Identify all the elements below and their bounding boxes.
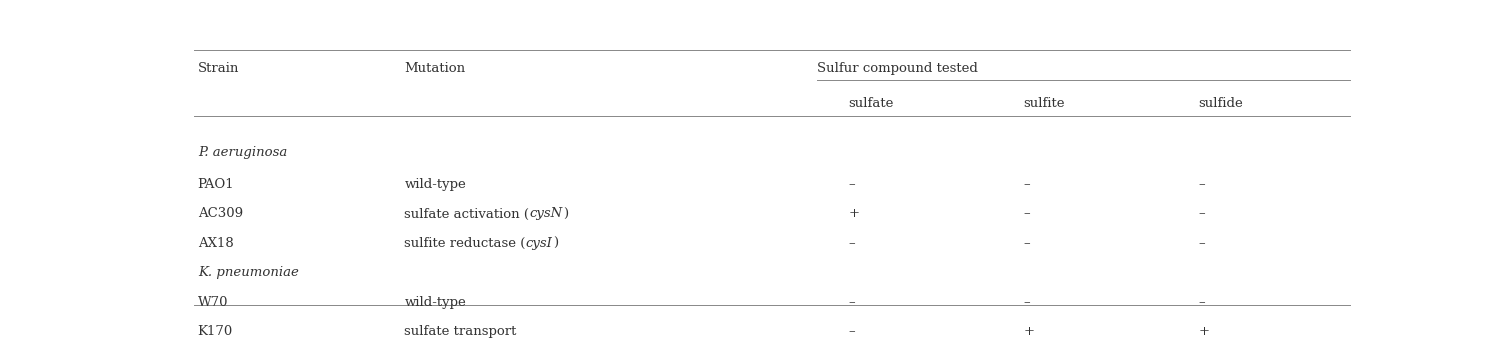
Text: +: + bbox=[1023, 325, 1034, 338]
Text: AX18: AX18 bbox=[197, 237, 234, 250]
Text: –: – bbox=[1023, 237, 1031, 250]
Text: –: – bbox=[1023, 178, 1031, 191]
Text: P. aeruginosa: P. aeruginosa bbox=[197, 146, 286, 159]
Text: sulfite reductase (: sulfite reductase ( bbox=[404, 237, 526, 250]
Text: W70: W70 bbox=[197, 296, 228, 308]
Text: wild-type: wild-type bbox=[404, 296, 466, 308]
Text: cysN: cysN bbox=[529, 208, 562, 220]
Text: –: – bbox=[848, 237, 854, 250]
Text: +: + bbox=[848, 208, 859, 220]
Text: –: – bbox=[1023, 208, 1031, 220]
Text: +: + bbox=[1198, 325, 1210, 338]
Text: –: – bbox=[848, 178, 854, 191]
Text: –: – bbox=[848, 325, 854, 338]
Text: sulfate: sulfate bbox=[848, 96, 894, 110]
Text: K170: K170 bbox=[197, 325, 234, 338]
Text: K. pneumoniae: K. pneumoniae bbox=[197, 266, 298, 279]
Text: ): ) bbox=[553, 237, 558, 250]
Text: ): ) bbox=[562, 208, 568, 220]
Text: –: – bbox=[1198, 296, 1206, 308]
Text: Mutation: Mutation bbox=[404, 62, 466, 75]
Text: sulfite: sulfite bbox=[1023, 96, 1065, 110]
Text: sulfate transport: sulfate transport bbox=[404, 325, 517, 338]
Text: sulfide: sulfide bbox=[1198, 96, 1243, 110]
Text: –: – bbox=[1198, 208, 1206, 220]
Text: Strain: Strain bbox=[197, 62, 240, 75]
Text: wild-type: wild-type bbox=[404, 178, 466, 191]
Text: –: – bbox=[1198, 178, 1206, 191]
Text: PAO1: PAO1 bbox=[197, 178, 235, 191]
Text: –: – bbox=[1198, 237, 1206, 250]
Text: –: – bbox=[1023, 296, 1031, 308]
Text: cysI: cysI bbox=[526, 237, 553, 250]
Text: sulfate activation (: sulfate activation ( bbox=[404, 208, 529, 220]
Text: Sulfur compound tested: Sulfur compound tested bbox=[817, 62, 978, 75]
Text: AC309: AC309 bbox=[197, 208, 243, 220]
Text: –: – bbox=[848, 296, 854, 308]
